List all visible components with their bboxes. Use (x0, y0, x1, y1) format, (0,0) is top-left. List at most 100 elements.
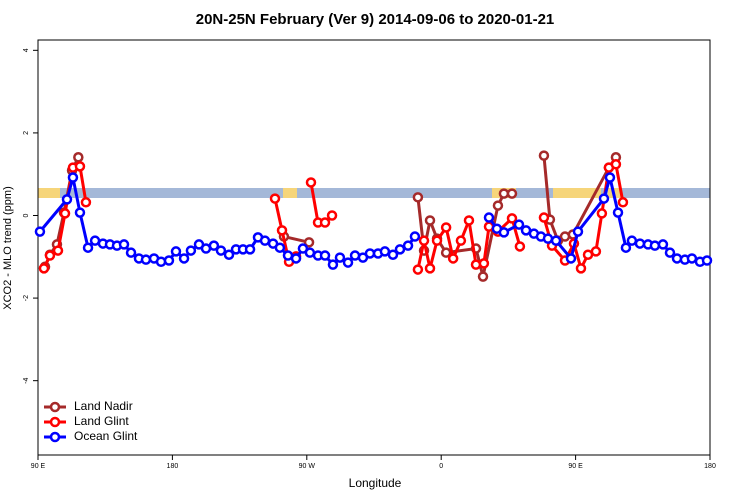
data-point (492, 200, 504, 211)
data-point (626, 235, 638, 246)
data-point (44, 250, 56, 261)
data-point (74, 207, 86, 218)
data-point (178, 253, 190, 264)
data-point (657, 239, 669, 250)
chart-title: 20N-25N February (Ver 9) 2014-09-06 to 2… (196, 11, 555, 28)
data-point (269, 193, 281, 204)
legend-label: Land Nadir (74, 399, 133, 413)
data-point (80, 197, 92, 208)
data-point (575, 263, 587, 274)
data-point (61, 194, 73, 205)
x-tick-label: 90 E (568, 463, 583, 470)
legend-label: Ocean Glint (74, 429, 138, 443)
plot-frame (37, 39, 711, 456)
data-point (610, 159, 622, 170)
land-strip (38, 188, 60, 198)
data-point (447, 253, 459, 264)
data-point (74, 161, 86, 172)
data-point (163, 255, 175, 266)
data-point (538, 212, 550, 223)
data-point (506, 213, 518, 224)
data-point (155, 256, 167, 267)
data-point (477, 271, 489, 282)
data-point (327, 259, 339, 270)
data-point (506, 188, 518, 199)
legend-marker (49, 431, 61, 443)
data-point (590, 246, 602, 257)
legend-marker (49, 401, 61, 413)
data-point (319, 250, 331, 261)
legend-label: Land Glint (74, 414, 129, 428)
data-point (259, 235, 271, 246)
data-point (470, 259, 482, 270)
y-tick-label: 2 (23, 131, 30, 135)
data-point (305, 177, 317, 188)
data-point (565, 253, 577, 264)
data-point (617, 197, 629, 208)
data-point (409, 231, 421, 242)
data-point (303, 237, 315, 248)
x-tick-label: 180 (704, 463, 716, 470)
data-point (185, 245, 197, 256)
data-point (34, 226, 46, 237)
data-point (326, 210, 338, 221)
data-point (402, 240, 414, 251)
data-point (140, 254, 152, 265)
data-point (282, 250, 294, 261)
data-point (290, 253, 302, 264)
data-point (379, 246, 391, 257)
data-point (538, 150, 550, 161)
x-axis-label: Longitude (349, 476, 402, 490)
data-point (170, 246, 182, 257)
data-point (701, 255, 713, 266)
data-point (550, 235, 562, 246)
data-point (412, 192, 424, 203)
data-point (208, 240, 220, 251)
land-strip (283, 188, 297, 198)
data-point (686, 253, 698, 264)
data-point (125, 247, 137, 258)
data-point (612, 207, 624, 218)
data-point (342, 257, 354, 268)
data-point (244, 244, 256, 255)
data-point (52, 245, 64, 256)
data-point (440, 222, 452, 233)
legend-marker (49, 416, 61, 428)
data-point (604, 172, 616, 183)
y-tick-label: -2 (23, 295, 30, 301)
y-tick-label: 0 (23, 213, 30, 217)
data-point (67, 172, 79, 183)
data-point (424, 263, 436, 274)
data-point (59, 208, 71, 219)
data-point (455, 235, 467, 246)
y-tick-label: -4 (23, 377, 30, 383)
data-point (649, 240, 661, 251)
data-point (596, 208, 608, 219)
data-point (223, 249, 235, 260)
data-point (483, 212, 495, 223)
data-point (334, 252, 346, 263)
x-tick-label: 90 E (31, 463, 46, 470)
data-point (387, 249, 399, 260)
x-tick-label: 90 W (299, 463, 316, 470)
data-point (478, 258, 490, 269)
data-point (304, 247, 316, 258)
data-point (498, 227, 510, 238)
data-point (412, 264, 424, 275)
series-line (43, 155, 618, 277)
map-strip (38, 188, 710, 198)
data-point (572, 226, 584, 237)
data-point (514, 241, 526, 252)
data-point (274, 242, 286, 253)
data-point (498, 188, 510, 199)
data-point (319, 217, 331, 228)
data-point (73, 152, 84, 163)
data-point (38, 263, 50, 274)
data-point (542, 233, 554, 244)
ocean-strip (38, 188, 710, 198)
data-point (513, 219, 525, 230)
land-strip (553, 188, 601, 198)
data-point (418, 235, 430, 246)
